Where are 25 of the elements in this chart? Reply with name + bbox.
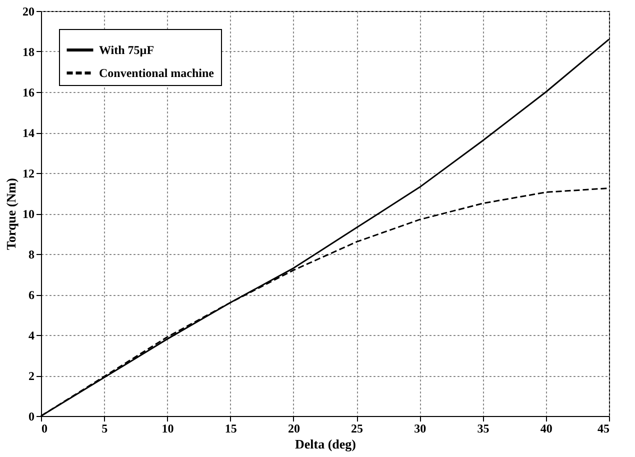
y-tick-label: 8	[28, 248, 34, 262]
y-tick-label: 4	[28, 328, 34, 342]
x-tick-label: 5	[102, 422, 108, 436]
x-tick-label: 45	[598, 422, 610, 436]
x-tick-label: 10	[162, 422, 174, 436]
x-tick-label: 15	[224, 422, 237, 436]
y-tick-label: 10	[22, 207, 34, 221]
x-tick-label: 0	[42, 422, 48, 436]
y-axis-title: Torque (Nm)	[4, 178, 18, 250]
y-tick-label: 12	[22, 166, 34, 180]
x-tick-label: 30	[414, 422, 426, 436]
y-tick-label: 6	[28, 288, 34, 302]
x-tick-label: 20	[288, 422, 300, 436]
y-tick-label: 16	[22, 86, 34, 100]
x-axis-title: Delta (deg)	[294, 436, 356, 452]
x-tick-label: 35	[477, 422, 490, 436]
y-tick-label: 2	[28, 369, 34, 383]
legend-label: With 75µF	[99, 43, 154, 57]
x-tick-label: 25	[351, 422, 364, 436]
y-tick-label: 0	[28, 410, 34, 424]
y-tick-label: 20	[22, 4, 34, 18]
x-tick-label: 40	[540, 422, 552, 436]
legend-label: Conventional machine	[99, 66, 215, 80]
y-tick-label: 14	[22, 126, 34, 140]
y-tick-label: 18	[22, 45, 34, 59]
